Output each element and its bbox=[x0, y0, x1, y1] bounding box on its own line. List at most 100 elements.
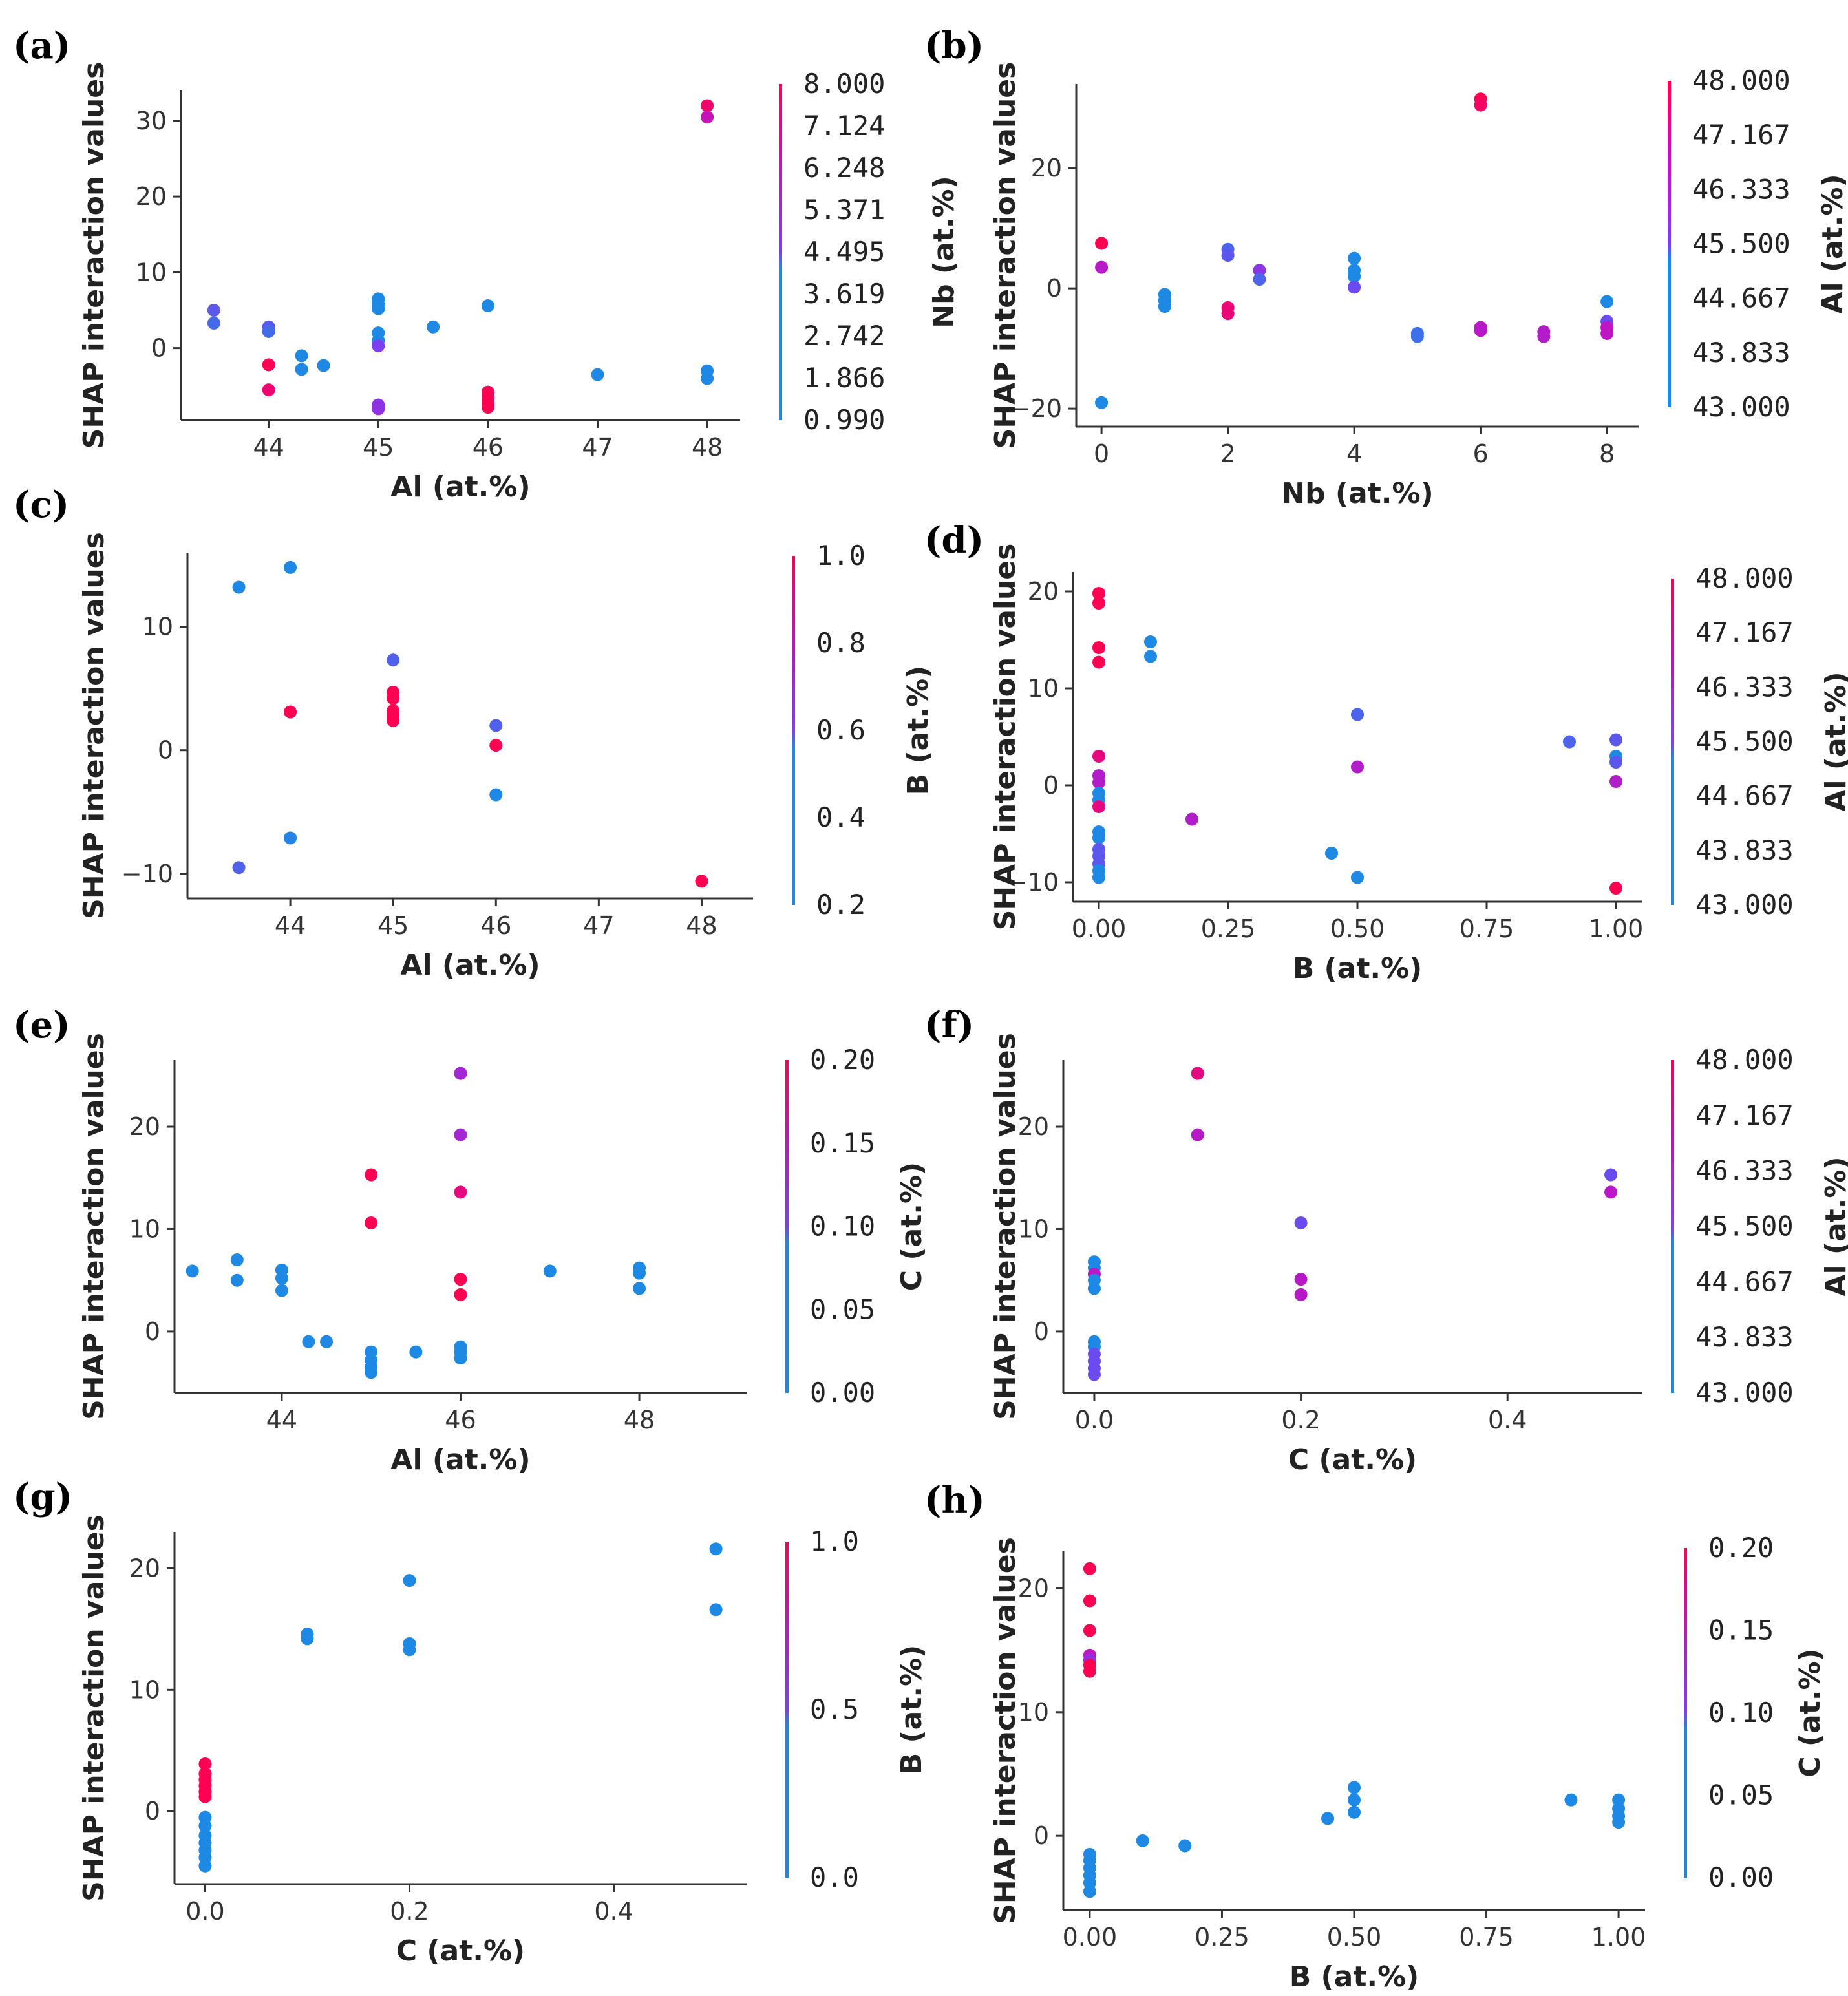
panel-label: (e) bbox=[13, 1004, 70, 1046]
scatter-point bbox=[1083, 1885, 1096, 1898]
colorbar-tick-label: 0.4 bbox=[816, 802, 866, 833]
y-tick-label: 0 bbox=[1046, 274, 1062, 303]
scatter-point bbox=[1253, 273, 1266, 286]
scatter-point bbox=[701, 111, 714, 124]
scatter-point bbox=[1136, 1834, 1149, 1847]
scatter-point bbox=[1087, 1368, 1101, 1381]
y-tick-label: 10 bbox=[136, 258, 167, 286]
colorbar bbox=[1671, 579, 1674, 905]
colorbar-title: Nb (at.%) bbox=[928, 176, 961, 328]
scatter-point bbox=[186, 1264, 199, 1278]
scatter-point bbox=[1612, 1816, 1626, 1829]
y-tick-label: 10 bbox=[129, 1675, 160, 1704]
scatter-point bbox=[1095, 237, 1109, 250]
scatter-point bbox=[403, 1574, 416, 1587]
y-tick-label: 30 bbox=[136, 107, 167, 135]
colorbar-tick-label: 45.500 bbox=[1695, 726, 1794, 758]
scatter-point bbox=[454, 1185, 467, 1199]
scatter-point bbox=[1294, 1273, 1308, 1286]
scatter-point bbox=[481, 401, 494, 414]
scatter-point bbox=[1609, 756, 1622, 769]
colorbar bbox=[779, 84, 782, 420]
colorbar-title: C (at.%) bbox=[1794, 1648, 1827, 1777]
panel-e: (e) 44 46 48 0 10 20 Al (at.%) SHAP interaction … bbox=[13, 1004, 928, 1476]
x-tick-label: 45 bbox=[377, 911, 409, 940]
x-tick-label: 46 bbox=[445, 1406, 476, 1434]
scatter-point bbox=[207, 316, 220, 330]
colorbar-tick-label: 43.833 bbox=[1695, 834, 1794, 866]
scatter-point bbox=[387, 653, 400, 667]
y-axis-title: SHAP interaction values bbox=[989, 1033, 1022, 1420]
x-tick-label: 0.25 bbox=[1201, 915, 1256, 943]
x-tick-label: 44 bbox=[253, 433, 284, 462]
scatter-point bbox=[302, 1335, 315, 1348]
y-tick-label: 0 bbox=[1034, 1821, 1049, 1850]
scatter-point bbox=[709, 1603, 723, 1617]
scatter-point bbox=[1087, 1282, 1101, 1295]
scatter-point bbox=[317, 359, 330, 372]
scatter-point bbox=[709, 1542, 723, 1556]
scatter-point bbox=[454, 1273, 467, 1286]
panel-label: (g) bbox=[13, 1476, 72, 1518]
colorbar-tick-label: 43.833 bbox=[1692, 337, 1790, 368]
scatter-point bbox=[1474, 98, 1487, 112]
scatter-point bbox=[1253, 264, 1266, 277]
colorbar-tick-label: 46.333 bbox=[1695, 671, 1794, 703]
colorbar-tick-label: 1.866 bbox=[803, 362, 885, 394]
x-tick-label: 46 bbox=[473, 433, 504, 462]
scatter-point bbox=[284, 705, 297, 719]
scatter-point bbox=[284, 560, 297, 574]
colorbar-tick-label: 0.10 bbox=[810, 1211, 875, 1242]
colorbar-tick-label: 0.00 bbox=[1708, 1862, 1774, 1893]
scatter-point bbox=[1609, 733, 1622, 747]
colorbar-tick-label: 0.10 bbox=[1708, 1697, 1774, 1728]
colorbar-tick-label: 47.167 bbox=[1695, 1099, 1794, 1131]
scatter-point bbox=[295, 349, 308, 363]
scatter-point bbox=[372, 302, 385, 315]
panel-a: (a) 44 45 46 47 48 0 10 20 30 Al (at.%) SHAP intera… bbox=[13, 25, 961, 504]
scatter-point bbox=[1092, 800, 1105, 813]
colorbar-tick-label: 0.15 bbox=[810, 1127, 875, 1159]
scatter-point bbox=[1191, 1128, 1204, 1141]
colorbar-tick-label: 43.000 bbox=[1692, 391, 1790, 423]
x-tick-label: 48 bbox=[624, 1406, 655, 1434]
colorbar-tick-label: 0.20 bbox=[1708, 1532, 1774, 1564]
scatter-point bbox=[1092, 776, 1105, 789]
x-tick-label: 0.2 bbox=[390, 1897, 429, 1926]
scatter-point bbox=[198, 1819, 212, 1832]
scatter-point bbox=[1144, 650, 1157, 663]
scatter-point bbox=[1321, 1812, 1335, 1825]
y-tick-label: 0 bbox=[151, 334, 167, 363]
scatter-point bbox=[1092, 597, 1105, 610]
panel-label: (h) bbox=[924, 1479, 985, 1522]
colorbar-tick-label: 3.619 bbox=[803, 278, 885, 310]
y-tick-label: 10 bbox=[142, 613, 173, 641]
colorbar-tick-label: 45.500 bbox=[1692, 228, 1790, 260]
scatter-point bbox=[387, 714, 400, 727]
colorbar-tick-label: 44.667 bbox=[1695, 780, 1794, 812]
colorbar-tick-label: 7.124 bbox=[803, 110, 885, 142]
scatter-point bbox=[481, 299, 494, 312]
scatter-point bbox=[1092, 750, 1105, 763]
scatter-point bbox=[1410, 330, 1424, 343]
scatter-point bbox=[295, 363, 308, 376]
scatter-point bbox=[1600, 326, 1614, 340]
panel-label: (f) bbox=[924, 1004, 974, 1046]
scatter-point bbox=[275, 1271, 288, 1285]
scatter-point bbox=[1092, 871, 1105, 884]
scatter-point bbox=[1604, 1185, 1618, 1199]
scatter-point bbox=[1348, 270, 1361, 283]
scatter-point bbox=[1185, 812, 1198, 826]
scatter-point bbox=[1092, 655, 1105, 669]
scatter-point bbox=[372, 339, 385, 353]
scatter-point bbox=[1348, 281, 1361, 294]
colorbar-tick-label: 0.05 bbox=[810, 1293, 875, 1325]
x-tick-label: 48 bbox=[692, 433, 723, 462]
x-tick-label: 2 bbox=[1220, 440, 1236, 468]
x-axis-title: C (at.%) bbox=[396, 1935, 525, 1968]
colorbar bbox=[785, 1542, 789, 1878]
colorbar bbox=[785, 1060, 789, 1393]
colorbar bbox=[1684, 1548, 1687, 1878]
